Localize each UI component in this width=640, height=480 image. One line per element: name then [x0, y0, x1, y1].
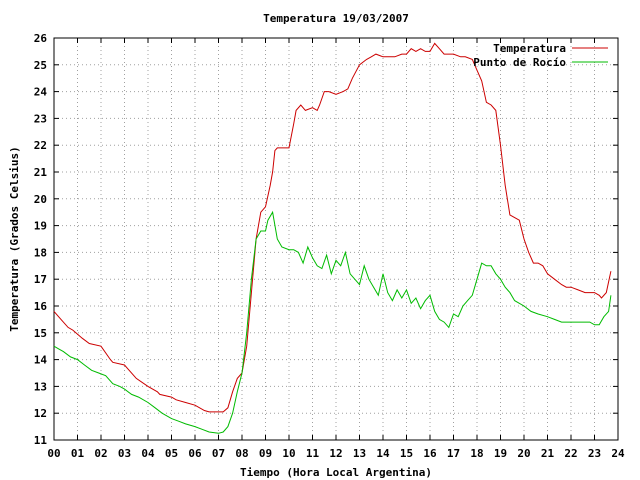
ticks — [53, 37, 619, 441]
x-tick-label: 16 — [423, 447, 437, 460]
x-tick-label: 06 — [188, 447, 202, 460]
x-tick-label: 19 — [494, 447, 507, 460]
y-tick-labels: 11 12 13 14 15 16 17 18 19 20 21 22 23 24 25 26 — [34, 32, 48, 447]
x-tick-label: 05 — [165, 447, 178, 460]
x-tick-label: 10 — [282, 447, 295, 460]
y-tick-label: 11 — [34, 434, 48, 447]
x-tick-label: 07 — [212, 447, 225, 460]
grid — [54, 38, 618, 440]
y-tick-label: 18 — [34, 246, 47, 259]
y-tick-label: 13 — [34, 380, 47, 393]
y-tick-label: 17 — [34, 273, 47, 286]
y-tick-label: 20 — [34, 193, 47, 206]
x-tick-label: 15 — [400, 447, 413, 460]
series-group — [53, 42, 612, 434]
y-tick-label: 21 — [34, 166, 48, 179]
legend-label-temperatura: Temperatura — [493, 42, 566, 55]
y-tick-label: 14 — [34, 354, 48, 367]
legend: Temperatura Punto de Rocío — [473, 42, 608, 69]
y-tick-label: 15 — [34, 327, 47, 340]
x-tick-label: 14 — [376, 447, 390, 460]
y-tick-label: 22 — [34, 139, 47, 152]
x-tick-label: 08 — [235, 447, 248, 460]
x-tick-label: 12 — [329, 447, 342, 460]
y-tick-label: 16 — [34, 300, 48, 313]
legend-label-punto-de-rocio: Punto de Rocío — [473, 56, 566, 69]
y-tick-label: 25 — [34, 59, 47, 72]
x-tick-label: 00 — [47, 447, 60, 460]
x-tick-label: 17 — [447, 447, 460, 460]
x-tick-label: 11 — [306, 447, 320, 460]
x-tick-label: 20 — [517, 447, 530, 460]
x-tick-label: 23 — [588, 447, 601, 460]
x-tick-label: 22 — [564, 447, 577, 460]
x-tick-label: 21 — [541, 447, 555, 460]
y-tick-label: 19 — [34, 220, 47, 233]
y-axis-title: Temperatura (Grados Celsius) — [8, 146, 21, 331]
series-line-temperatura — [53, 42, 612, 413]
x-tick-label: 18 — [470, 447, 483, 460]
x-tick-labels: 00 01 02 03 04 05 06 07 08 09 10 11 12 13 14 15 16 17 18 19… — [47, 447, 625, 460]
chart-title: Temperatura 19/03/2007 — [263, 12, 409, 25]
x-tick-label: 03 — [118, 447, 131, 460]
y-tick-label: 23 — [34, 112, 47, 125]
x-tick-label: 09 — [259, 447, 272, 460]
y-tick-label: 24 — [34, 86, 48, 99]
x-tick-label: 01 — [71, 447, 85, 460]
y-tick-label: 12 — [34, 407, 47, 420]
x-tick-label: 24 — [611, 447, 625, 460]
y-tick-label: 26 — [34, 32, 48, 45]
x-axis-title: Tiempo (Hora Local Argentina) — [240, 466, 432, 479]
x-tick-label: 02 — [94, 447, 107, 460]
x-tick-label: 04 — [141, 447, 155, 460]
series-line-punto-de-rocio — [53, 210, 612, 434]
x-tick-label: 13 — [353, 447, 366, 460]
